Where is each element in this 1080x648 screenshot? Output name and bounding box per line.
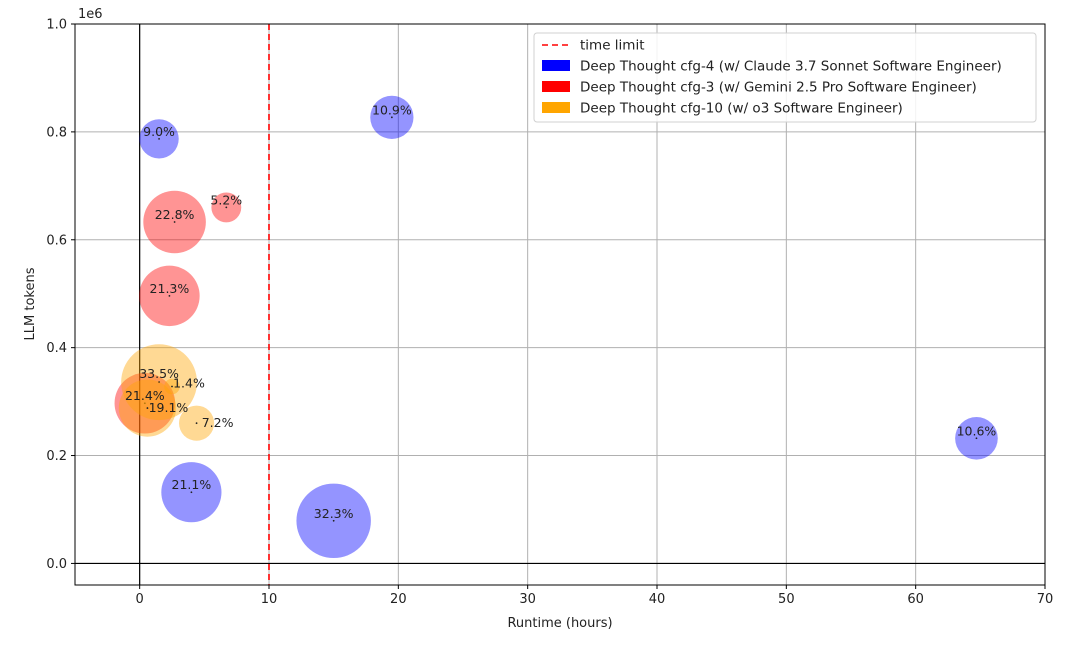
bubbles (114, 95, 998, 559)
x-tick-label: 0 (136, 592, 144, 607)
bubble-label: 5.2% (210, 192, 242, 207)
bubble-center (975, 437, 978, 440)
plot-frame (74, 23, 1046, 586)
bubble-label: 33.5% (139, 366, 179, 381)
bubble-label: 9.0% (143, 124, 175, 139)
x-tick-label: 30 (519, 592, 536, 607)
legend-label-time-limit: time limit (580, 38, 645, 54)
legend-label: Deep Thought cfg-10 (w/ o3 Software Engi… (580, 101, 903, 117)
y-tick-label: 0.4 (46, 341, 67, 356)
axis-ticks: 0 10 20 30 40 50 60 70 0.0 0.2 0.4 0.6 0.8 1.0 (46, 18, 1053, 608)
legend-swatch (542, 60, 570, 71)
bubble-center (146, 407, 149, 409)
bubble-label: 10.9% (372, 102, 412, 117)
bubble-label: 1.4% (173, 375, 205, 390)
legend-label: Deep Thought cfg-3 (w/ Gemini 2.5 Pro So… (580, 80, 977, 96)
y-tick-label: 0.0 (46, 557, 67, 572)
bubble-center (225, 206, 228, 209)
bubble-center (390, 116, 393, 119)
bubble-center (168, 294, 171, 297)
x-tick-label: 70 (1037, 592, 1054, 607)
bubble-center (173, 221, 176, 223)
y-tick-label: 0.6 (46, 233, 67, 248)
bubble-center (158, 137, 160, 140)
legend-swatch (542, 81, 570, 92)
bubble-center (171, 385, 173, 388)
bubble-label: 7.2% (202, 415, 234, 430)
bubble-label: 10.6% (957, 423, 997, 438)
x-axis-title: Runtime (hours) (507, 616, 612, 631)
bubble-center (190, 491, 193, 494)
legend: time limit Deep Thought cfg-4 (w/ Claude … (533, 32, 1037, 123)
legend-swatch (542, 102, 570, 113)
bubble-label: 21.3% (150, 281, 190, 296)
bubble-label: 21.1% (172, 477, 212, 492)
x-tick-label: 60 (907, 592, 924, 607)
y-axis-title: LLM tokens (23, 267, 38, 340)
bubble-label: 21.4% (125, 388, 165, 403)
bubble-label: 32.3% (314, 506, 354, 521)
x-tick-label: 40 (649, 592, 666, 607)
bubble-center (195, 422, 198, 425)
x-tick-label: 50 (778, 592, 795, 607)
y-offset-label: 1e6 (78, 7, 103, 22)
x-tick-label: 20 (390, 592, 407, 607)
bubble-labels: 9.0% 10.9% 21.1% 32.3% 10.6% 5.2% 22.8% 21.3% 21… (125, 102, 996, 520)
x-tick-label: 10 (261, 592, 278, 607)
zero-axes (75, 24, 1045, 585)
bubble-center (143, 402, 146, 405)
bubble-center (332, 519, 335, 522)
legend-box (533, 32, 1037, 123)
bubble-label: 19.1% (149, 400, 189, 415)
y-tick-label: 0.8 (46, 125, 67, 140)
bubble-center (158, 381, 160, 384)
bubble-label: 22.8% (155, 207, 195, 222)
y-tick-label: 0.2 (46, 449, 67, 464)
y-tick-label: 1.0 (46, 18, 67, 33)
legend-label: Deep Thought cfg-4 (w/ Claude 3.7 Sonnet… (580, 59, 1002, 75)
